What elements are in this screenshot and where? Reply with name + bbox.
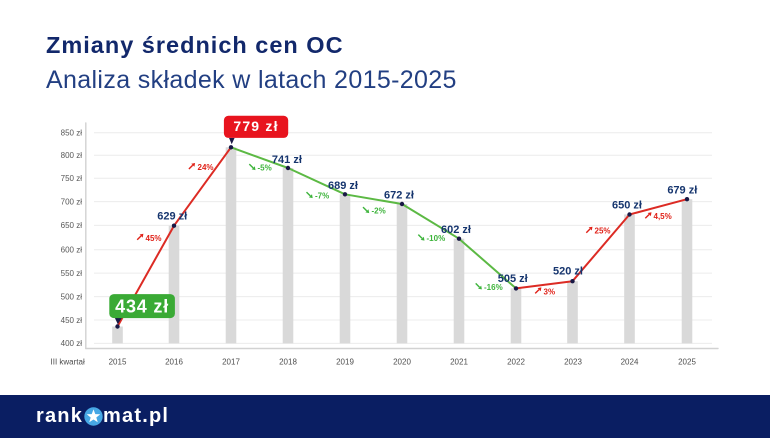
svg-text:520 zł: 520 zł: [553, 265, 583, 277]
svg-text:-2%: -2%: [372, 207, 386, 216]
svg-text:689 zł: 689 zł: [328, 180, 358, 192]
svg-text:650 zł: 650 zł: [61, 221, 83, 230]
svg-text:4,5%: 4,5%: [654, 212, 672, 221]
svg-text:2023: 2023: [564, 358, 582, 367]
svg-text:2022: 2022: [507, 358, 525, 367]
svg-text:2019: 2019: [336, 358, 354, 367]
svg-text:550 zł: 550 zł: [61, 269, 83, 278]
svg-text:2024: 2024: [621, 358, 639, 367]
svg-text:500 zł: 500 zł: [61, 292, 83, 301]
svg-text:25%: 25%: [595, 227, 611, 236]
svg-text:602 zł: 602 zł: [441, 224, 471, 236]
svg-text:2021: 2021: [450, 358, 468, 367]
svg-text:741 zł: 741 zł: [272, 154, 302, 166]
svg-text:600 zł: 600 zł: [61, 246, 83, 255]
svg-text:2020: 2020: [393, 358, 411, 367]
svg-text:3%: 3%: [544, 287, 556, 296]
svg-text:2018: 2018: [279, 358, 297, 367]
svg-text:505 zł: 505 zł: [498, 273, 528, 285]
svg-text:450 zł: 450 zł: [61, 316, 83, 325]
svg-text:779 zł: 779 zł: [233, 118, 278, 134]
svg-text:2025: 2025: [678, 358, 696, 367]
svg-text:24%: 24%: [198, 163, 214, 172]
svg-text:800 zł: 800 zł: [61, 151, 83, 160]
svg-text:-10%: -10%: [427, 234, 446, 243]
svg-text:2016: 2016: [165, 358, 183, 367]
svg-text:679 zł: 679 zł: [667, 185, 697, 197]
svg-text:-5%: -5%: [258, 164, 272, 173]
svg-text:45%: 45%: [146, 234, 162, 243]
svg-text:III kwartał: III kwartał: [51, 358, 85, 367]
svg-text:434 zł: 434 zł: [115, 296, 169, 316]
svg-text:400 zł: 400 zł: [61, 339, 83, 348]
svg-text:750 zł: 750 zł: [61, 174, 83, 183]
svg-text:2015: 2015: [109, 358, 127, 367]
svg-text:650 zł: 650 zł: [612, 200, 642, 212]
svg-text:-7%: -7%: [315, 192, 329, 201]
svg-text:2017: 2017: [222, 358, 240, 367]
svg-text:629 zł: 629 zł: [157, 211, 187, 223]
svg-text:850 zł: 850 zł: [61, 129, 83, 138]
svg-text:-16%: -16%: [484, 283, 503, 292]
svg-text:700 zł: 700 zł: [61, 197, 83, 206]
svg-text:672 zł: 672 zł: [384, 189, 414, 201]
